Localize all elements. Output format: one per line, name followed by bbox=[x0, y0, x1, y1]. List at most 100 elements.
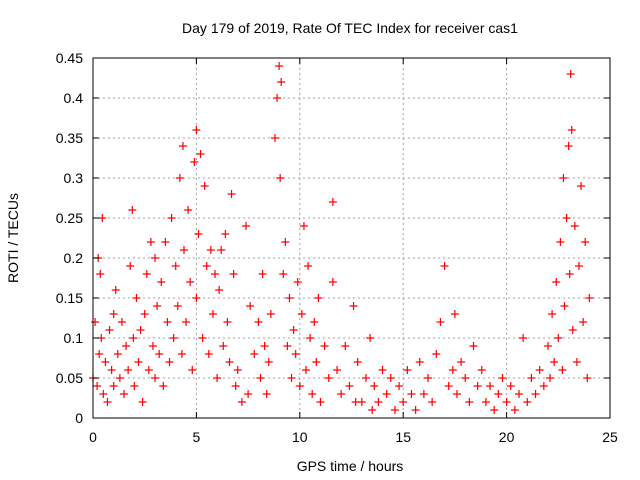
data-point bbox=[151, 374, 160, 382]
data-point bbox=[264, 358, 273, 366]
data-point bbox=[324, 374, 333, 382]
data-point bbox=[130, 382, 139, 390]
data-point bbox=[140, 310, 149, 318]
data-point bbox=[289, 326, 298, 334]
data-point bbox=[310, 318, 319, 326]
data-point bbox=[279, 270, 288, 278]
data-point bbox=[148, 342, 157, 350]
data-point bbox=[93, 382, 102, 390]
data-point bbox=[407, 390, 416, 398]
data-point bbox=[215, 286, 224, 294]
data-point bbox=[122, 342, 131, 350]
data-point bbox=[134, 358, 143, 366]
data-point bbox=[109, 310, 118, 318]
data-point bbox=[186, 278, 195, 286]
data-point bbox=[432, 350, 441, 358]
data-point bbox=[382, 390, 391, 398]
data-point bbox=[558, 366, 567, 374]
data-point bbox=[153, 302, 162, 310]
data-point bbox=[101, 358, 110, 366]
data-point bbox=[378, 366, 387, 374]
data-point bbox=[349, 302, 358, 310]
data-point bbox=[502, 398, 511, 406]
data-point bbox=[461, 374, 470, 382]
data-point bbox=[200, 182, 209, 190]
data-point bbox=[546, 374, 555, 382]
data-point bbox=[506, 382, 515, 390]
data-point bbox=[262, 390, 271, 398]
data-point bbox=[250, 350, 259, 358]
data-point bbox=[564, 142, 573, 150]
data-point bbox=[107, 366, 116, 374]
data-point bbox=[202, 262, 211, 270]
data-point bbox=[120, 390, 129, 398]
data-point bbox=[515, 390, 524, 398]
data-point bbox=[543, 342, 552, 350]
data-point bbox=[306, 334, 315, 342]
data-point bbox=[219, 342, 228, 350]
x-tick-label: 25 bbox=[602, 429, 618, 445]
data-point bbox=[192, 294, 201, 302]
data-point bbox=[244, 390, 253, 398]
data-point bbox=[285, 294, 294, 302]
data-point bbox=[132, 294, 141, 302]
x-tick-label: 10 bbox=[292, 429, 308, 445]
data-point bbox=[565, 270, 574, 278]
data-point bbox=[204, 350, 213, 358]
data-point bbox=[562, 214, 571, 222]
data-point bbox=[142, 270, 151, 278]
y-tick-label: 0.35 bbox=[56, 130, 83, 146]
y-tick-label: 0 bbox=[75, 410, 83, 426]
data-point bbox=[113, 350, 122, 358]
data-point bbox=[188, 366, 197, 374]
data-point bbox=[105, 326, 114, 334]
data-point bbox=[161, 238, 170, 246]
data-point bbox=[293, 278, 302, 286]
data-point bbox=[370, 382, 379, 390]
axes bbox=[92, 57, 611, 419]
data-point bbox=[266, 310, 275, 318]
data-point bbox=[552, 278, 561, 286]
data-point bbox=[231, 382, 240, 390]
data-point bbox=[194, 230, 203, 238]
data-point bbox=[444, 382, 453, 390]
data-point bbox=[316, 398, 325, 406]
data-point bbox=[469, 342, 478, 350]
plot-frame bbox=[92, 57, 611, 419]
data-point bbox=[109, 382, 118, 390]
data-point bbox=[328, 198, 337, 206]
data-point bbox=[213, 374, 222, 382]
x-axis-label: GPS time / hours bbox=[297, 458, 404, 474]
data-point bbox=[314, 294, 323, 302]
y-axis-label: ROTI / TECUs bbox=[5, 193, 21, 283]
data-point bbox=[258, 270, 267, 278]
data-point bbox=[531, 390, 540, 398]
data-point bbox=[357, 398, 366, 406]
data-point bbox=[450, 310, 459, 318]
data-point bbox=[179, 246, 188, 254]
data-point bbox=[276, 174, 285, 182]
data-point bbox=[270, 134, 279, 142]
data-point bbox=[144, 366, 153, 374]
data-point bbox=[159, 382, 168, 390]
data-point bbox=[254, 318, 263, 326]
data-point bbox=[115, 374, 124, 382]
data-point bbox=[221, 230, 230, 238]
data-point bbox=[559, 174, 568, 182]
data-point bbox=[498, 374, 507, 382]
data-point bbox=[424, 374, 433, 382]
data-point bbox=[91, 318, 100, 326]
chart-title: Day 179 of 2019, Rate Of TEC Index for r… bbox=[182, 20, 518, 36]
data-point bbox=[550, 358, 559, 366]
data-point bbox=[117, 318, 126, 326]
x-tick-label: 20 bbox=[499, 429, 515, 445]
data-point bbox=[182, 318, 191, 326]
data-point bbox=[283, 342, 292, 350]
data-point bbox=[448, 366, 457, 374]
data-point bbox=[523, 398, 532, 406]
data-point bbox=[481, 398, 490, 406]
data-point bbox=[192, 126, 201, 134]
data-point bbox=[302, 366, 311, 374]
data-point bbox=[436, 318, 445, 326]
data-point bbox=[196, 150, 205, 158]
